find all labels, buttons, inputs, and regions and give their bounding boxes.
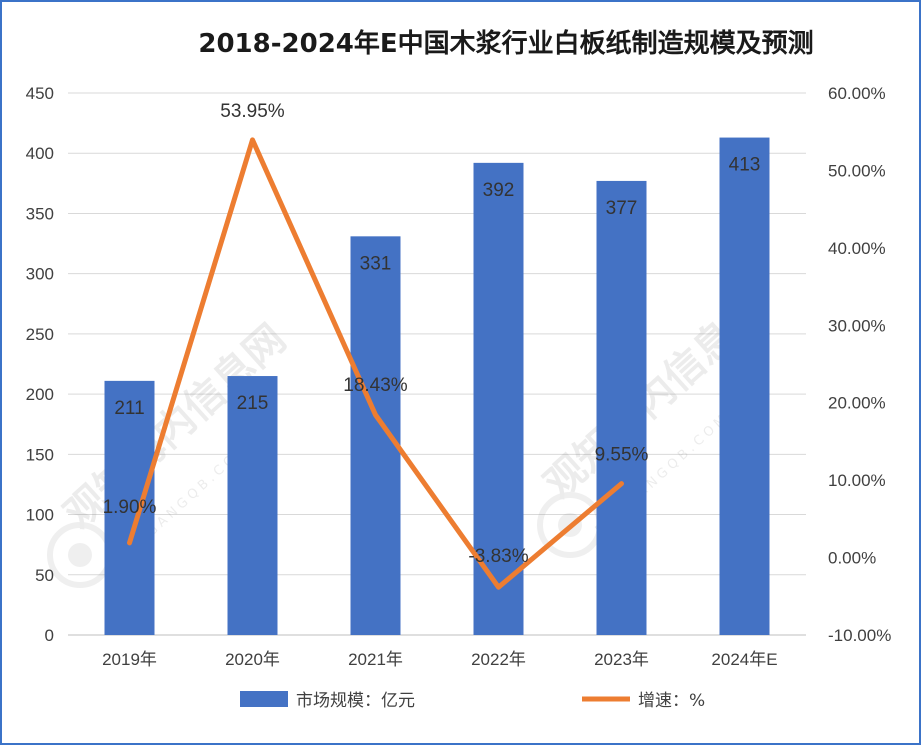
right-tick-label: 0.00% xyxy=(828,549,876,568)
legend: 市场规模：亿元 增速：% xyxy=(240,691,705,711)
bar xyxy=(104,380,155,635)
right-tick-label: 30.00% xyxy=(828,316,886,335)
bar-series xyxy=(104,137,770,635)
legend-line-label: 增速：% xyxy=(638,691,705,711)
right-tick-label: 10.00% xyxy=(828,471,886,490)
left-tick-label: 200 xyxy=(26,385,54,404)
bar xyxy=(719,137,770,635)
right-tick-label: 40.00% xyxy=(828,239,886,258)
left-tick-label: 0 xyxy=(45,626,54,645)
x-axis: 2019年 2020年 2021年 2022年 2023年 2024年E xyxy=(102,650,778,669)
bar-value-label: 377 xyxy=(606,198,638,219)
legend-bar-label: 市场规模：亿元 xyxy=(296,691,415,711)
right-tick-label: 50.00% xyxy=(828,161,886,180)
bar-value-label: 211 xyxy=(114,398,144,419)
left-tick-label: 300 xyxy=(26,265,54,284)
left-tick-label: 400 xyxy=(26,144,54,163)
bar-value-label: 392 xyxy=(483,180,515,201)
right-tick-label: -10.00% xyxy=(828,626,891,645)
left-tick-label: 150 xyxy=(26,445,54,464)
legend-bar-swatch xyxy=(240,691,288,707)
chart-title: 2018-2024年E中国木浆行业白板纸制造规模及预测 xyxy=(198,28,813,59)
x-tick-label: 2019年 xyxy=(102,650,157,669)
watermark-logo-dot xyxy=(68,543,92,567)
x-tick-label: 2023年 xyxy=(594,650,649,669)
line-value-label: 53.95% xyxy=(220,101,285,122)
line-value-label: 1.90% xyxy=(103,497,157,518)
line-value-label: 18.43% xyxy=(343,375,408,396)
right-tick-label: 20.00% xyxy=(828,394,886,413)
left-tick-label: 350 xyxy=(26,204,54,223)
x-tick-label: 2020年 xyxy=(225,650,280,669)
gridlines xyxy=(68,92,806,636)
x-tick-label: 2024年E xyxy=(711,650,777,669)
bar-value-label: 413 xyxy=(729,155,761,176)
left-tick-label: 100 xyxy=(26,506,54,525)
left-axis: 0 50 100 150 200 250 300 350 400 450 xyxy=(26,84,54,645)
left-tick-label: 450 xyxy=(26,84,54,103)
bar xyxy=(596,180,647,635)
right-axis: -10.00% 0.00% 10.00% 20.00% 30.00% 40.00% 50.0… xyxy=(828,84,891,645)
line-value-label: -3.83% xyxy=(468,546,528,567)
right-tick-label: 60.00% xyxy=(828,84,886,103)
left-tick-label: 50 xyxy=(35,566,54,585)
bar xyxy=(473,162,524,635)
bar-value-label: 331 xyxy=(360,253,392,274)
line-value-label: 9.55% xyxy=(595,445,649,466)
bar xyxy=(227,376,278,635)
line-series xyxy=(127,137,624,590)
x-tick-label: 2021年 xyxy=(348,650,403,669)
bar-value-label: 215 xyxy=(237,393,269,414)
x-tick-label: 2022年 xyxy=(471,650,526,669)
data-labels: 211 215 331 392 377 413 1.90% 53.95% 18.43% -3.83… xyxy=(103,101,761,567)
left-tick-label: 250 xyxy=(26,325,54,344)
